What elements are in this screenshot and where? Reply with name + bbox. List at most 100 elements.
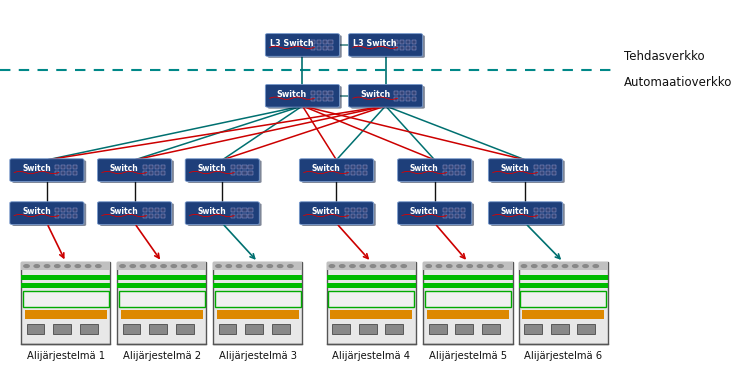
- Bar: [423, 275, 513, 280]
- Bar: [406, 91, 410, 95]
- Bar: [155, 165, 159, 169]
- Bar: [443, 165, 448, 169]
- Circle shape: [130, 265, 135, 267]
- FancyBboxPatch shape: [100, 203, 174, 226]
- Bar: [423, 283, 513, 288]
- Bar: [237, 165, 240, 169]
- Circle shape: [34, 265, 39, 267]
- Bar: [61, 208, 65, 212]
- Circle shape: [350, 265, 355, 267]
- Bar: [121, 310, 203, 319]
- Bar: [345, 171, 349, 175]
- Text: L3 Switch: L3 Switch: [353, 39, 397, 48]
- Bar: [460, 171, 465, 175]
- Bar: [245, 324, 263, 334]
- Text: Alijärjestelmä 3: Alijärjestelmä 3: [218, 351, 297, 361]
- Bar: [160, 208, 165, 212]
- Circle shape: [75, 265, 80, 267]
- Circle shape: [85, 265, 91, 267]
- Text: Switch: Switch: [500, 207, 529, 216]
- Bar: [400, 40, 404, 44]
- Circle shape: [65, 265, 70, 267]
- Bar: [443, 214, 448, 218]
- Bar: [217, 310, 299, 319]
- Bar: [73, 171, 77, 175]
- Bar: [351, 171, 355, 175]
- Bar: [53, 324, 71, 334]
- Bar: [237, 171, 240, 175]
- FancyBboxPatch shape: [10, 159, 84, 181]
- Circle shape: [488, 265, 493, 267]
- Circle shape: [24, 265, 29, 267]
- Bar: [455, 324, 473, 334]
- Bar: [406, 40, 410, 44]
- FancyBboxPatch shape: [268, 35, 342, 58]
- Bar: [23, 291, 109, 307]
- Circle shape: [267, 265, 272, 267]
- Bar: [26, 324, 45, 334]
- Bar: [394, 91, 398, 95]
- Bar: [25, 310, 107, 319]
- Bar: [55, 171, 60, 175]
- Bar: [351, 208, 355, 212]
- Bar: [61, 171, 65, 175]
- Bar: [534, 208, 538, 212]
- Bar: [213, 283, 302, 288]
- FancyBboxPatch shape: [398, 202, 472, 224]
- Bar: [119, 291, 205, 307]
- Bar: [519, 275, 608, 280]
- Bar: [386, 324, 403, 334]
- Circle shape: [426, 265, 432, 267]
- Bar: [237, 208, 240, 212]
- Bar: [534, 165, 538, 169]
- Text: Switch: Switch: [410, 164, 438, 173]
- Bar: [546, 214, 550, 218]
- Bar: [327, 275, 416, 280]
- Bar: [363, 214, 367, 218]
- Circle shape: [181, 265, 187, 267]
- Circle shape: [226, 265, 231, 267]
- Bar: [61, 165, 65, 169]
- FancyBboxPatch shape: [98, 159, 172, 181]
- FancyBboxPatch shape: [488, 159, 562, 181]
- Bar: [80, 324, 98, 334]
- Text: Switch: Switch: [110, 207, 138, 216]
- Bar: [394, 40, 398, 44]
- FancyBboxPatch shape: [491, 203, 565, 226]
- Circle shape: [401, 265, 407, 267]
- Bar: [540, 208, 544, 212]
- Bar: [412, 97, 416, 101]
- Bar: [213, 275, 302, 280]
- Circle shape: [457, 265, 462, 267]
- Bar: [578, 324, 595, 334]
- Text: Switch: Switch: [410, 207, 438, 216]
- Bar: [519, 262, 608, 344]
- Bar: [427, 310, 509, 319]
- Bar: [231, 214, 235, 218]
- Bar: [455, 171, 459, 175]
- Bar: [524, 324, 542, 334]
- Bar: [551, 208, 556, 212]
- FancyBboxPatch shape: [12, 203, 86, 226]
- Text: Switch: Switch: [360, 90, 390, 99]
- Bar: [323, 40, 327, 44]
- Bar: [358, 324, 376, 334]
- Bar: [155, 171, 159, 175]
- Circle shape: [360, 265, 365, 267]
- Bar: [345, 165, 349, 169]
- Bar: [460, 214, 465, 218]
- FancyBboxPatch shape: [400, 160, 474, 183]
- FancyBboxPatch shape: [302, 203, 376, 226]
- Bar: [248, 165, 253, 169]
- FancyBboxPatch shape: [299, 159, 373, 181]
- Bar: [317, 97, 321, 101]
- Bar: [67, 165, 71, 169]
- FancyBboxPatch shape: [398, 159, 472, 181]
- Bar: [122, 324, 141, 334]
- Bar: [534, 171, 538, 175]
- Circle shape: [562, 265, 568, 267]
- FancyBboxPatch shape: [302, 160, 376, 183]
- Bar: [519, 262, 608, 270]
- Bar: [540, 165, 544, 169]
- Bar: [231, 165, 235, 169]
